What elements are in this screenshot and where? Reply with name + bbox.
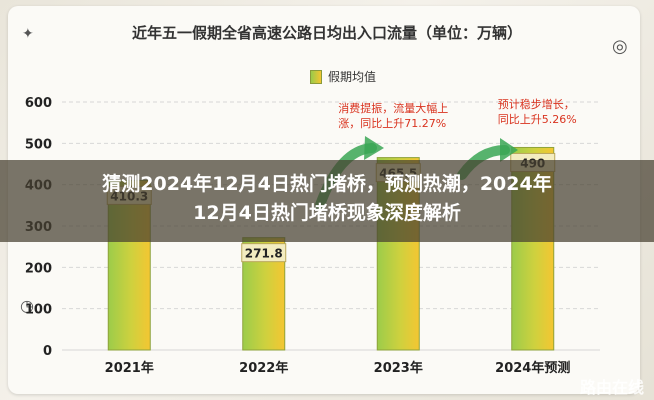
trend-arrow-head (364, 136, 384, 160)
value-label-box (241, 243, 287, 263)
chart-title: 近年五一假期全省高速公路日均出入口流量（单位：万辆） (131, 24, 522, 42)
x-tick-label: 2024年预测 (495, 360, 570, 376)
article-headline: 猜测2024年12月4日热门堵桥，预测热潮，2024年 12月4日热门堵桥现象深… (0, 170, 654, 228)
legend-swatch (310, 69, 322, 84)
y-tick-label: 500 (25, 137, 52, 152)
y-tick-label: 100 (25, 303, 52, 318)
annotation-line-2: 同比上升5.26% (498, 113, 577, 126)
y-tick-label: 0 (43, 344, 52, 359)
x-tick-label: 2023年 (374, 360, 423, 376)
clock-icon: ◷ (20, 296, 34, 315)
watermark: 路由在线 (579, 378, 644, 397)
annotation-line-1: 消费提振，流量大幅上 (338, 101, 448, 115)
sparkle-icon: ✦ (22, 26, 34, 42)
legend-label: 假期均值 (328, 70, 377, 84)
value-label: 271.8 (245, 247, 283, 261)
headline-line-1: 猜测2024年12月4日热门堵桥，预测热潮，2024年 (102, 173, 552, 195)
y-tick-label: 600 (25, 96, 52, 111)
x-tick-label: 2021年 (105, 360, 154, 376)
headline-line-2: 12月4日热门堵桥现象深度解析 (193, 202, 461, 224)
trend-arrow-head (500, 138, 518, 162)
x-tick-label: 2022年 (239, 360, 288, 376)
target-icon: ◎ (612, 36, 628, 57)
headline-overlay (0, 160, 654, 242)
chart-legend: 假期均值 (310, 68, 376, 85)
annotation-line-2: 涨，同比上升71.27% (338, 117, 446, 130)
annotation-line-1: 预计稳步增长， (498, 97, 575, 111)
y-tick-label: 200 (25, 261, 52, 276)
